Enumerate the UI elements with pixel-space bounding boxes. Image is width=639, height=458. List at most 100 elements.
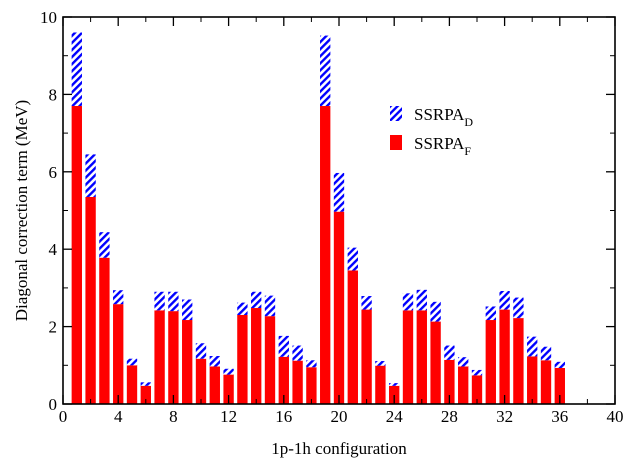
bar-d-2 bbox=[85, 154, 96, 197]
bar-d-9 bbox=[182, 299, 193, 321]
bar-d-8 bbox=[168, 291, 179, 312]
bar-f-11 bbox=[209, 366, 220, 404]
bar-f-1 bbox=[71, 106, 82, 404]
bar-f-29 bbox=[458, 366, 469, 404]
bar-d-32 bbox=[499, 291, 510, 310]
bar-d-24 bbox=[389, 383, 400, 386]
bar-f-21 bbox=[347, 270, 358, 404]
bar-d-18 bbox=[306, 360, 317, 368]
y-tick-label: 10 bbox=[40, 8, 57, 27]
legend-swatch-ssrpa-d bbox=[390, 106, 402, 121]
bar-f-17 bbox=[292, 360, 303, 404]
bar-d-31 bbox=[485, 306, 496, 321]
bar-f-20 bbox=[333, 211, 345, 404]
x-tick-label: 36 bbox=[551, 407, 568, 426]
x-tick-label: 20 bbox=[331, 407, 348, 426]
x-tick-label: 32 bbox=[496, 407, 513, 426]
bar-d-6 bbox=[140, 382, 151, 386]
bar-d-33 bbox=[513, 297, 524, 319]
bar-f-6 bbox=[140, 385, 151, 404]
bar-d-20 bbox=[333, 172, 345, 212]
legend-label-ssrpa-d-sub: D bbox=[464, 115, 473, 129]
bar-d-17 bbox=[292, 345, 303, 361]
bar-f-8 bbox=[168, 311, 179, 404]
x-tick-label: 28 bbox=[441, 407, 458, 426]
bar-d-1 bbox=[71, 32, 82, 107]
bar-d-7 bbox=[154, 291, 165, 311]
bar-f-35 bbox=[540, 360, 552, 404]
bar-f-15 bbox=[264, 316, 276, 404]
bar-f-36 bbox=[554, 368, 565, 404]
bar-f-23 bbox=[375, 365, 386, 404]
bar-d-25 bbox=[402, 293, 414, 311]
legend: SSRPAD SSRPAF bbox=[390, 105, 473, 158]
x-tick-label: 4 bbox=[114, 407, 123, 426]
bar-d-22 bbox=[361, 296, 372, 310]
bar-d-26 bbox=[416, 289, 427, 311]
bars-layer bbox=[71, 32, 565, 404]
bar-d-14 bbox=[251, 291, 262, 309]
legend-label-ssrpa-d: SSRPAD bbox=[414, 105, 473, 129]
x-tick-label: 16 bbox=[275, 407, 292, 426]
bar-d-21 bbox=[347, 247, 358, 271]
bar-d-16 bbox=[278, 335, 289, 357]
legend-swatch-ssrpa-f bbox=[390, 135, 402, 150]
bar-d-28 bbox=[444, 345, 455, 360]
legend-label-ssrpa-f: SSRPAF bbox=[414, 134, 471, 158]
bar-f-27 bbox=[430, 321, 441, 404]
bar-d-27 bbox=[430, 301, 441, 322]
bar-d-11 bbox=[209, 356, 220, 367]
bar-f-26 bbox=[416, 310, 427, 404]
bar-d-34 bbox=[527, 336, 538, 357]
bar-f-9 bbox=[182, 320, 193, 404]
bar-f-19 bbox=[320, 106, 331, 404]
bar-f-12 bbox=[223, 374, 234, 404]
bar-d-36 bbox=[554, 361, 565, 369]
bar-d-35 bbox=[540, 346, 552, 361]
bar-f-7 bbox=[154, 310, 165, 404]
bar-f-3 bbox=[99, 257, 110, 404]
bar-f-33 bbox=[513, 318, 524, 404]
bar-f-4 bbox=[113, 304, 124, 404]
bar-d-19 bbox=[320, 35, 331, 107]
legend-label-ssrpa-f-base: SSRPA bbox=[414, 134, 465, 153]
legend-label-ssrpa-d-base: SSRPA bbox=[414, 105, 465, 124]
bar-f-24 bbox=[389, 385, 400, 404]
x-tick-label: 8 bbox=[169, 407, 178, 426]
bar-d-29 bbox=[458, 357, 469, 367]
x-tick-label: 12 bbox=[220, 407, 237, 426]
bar-f-22 bbox=[361, 309, 372, 404]
bar-f-32 bbox=[499, 309, 510, 404]
bar-f-16 bbox=[278, 356, 289, 404]
bar-f-18 bbox=[306, 367, 317, 404]
y-tick-label: 0 bbox=[49, 395, 58, 414]
bar-d-3 bbox=[99, 232, 110, 258]
bar-f-31 bbox=[485, 320, 496, 404]
bar-d-5 bbox=[126, 358, 138, 366]
bar-d-4 bbox=[113, 290, 124, 305]
bar-f-13 bbox=[237, 314, 248, 404]
bar-f-25 bbox=[402, 310, 414, 404]
y-tick-label: 4 bbox=[49, 240, 58, 259]
bar-d-13 bbox=[237, 302, 248, 315]
y-tick-label: 8 bbox=[49, 85, 58, 104]
bar-d-23 bbox=[375, 361, 386, 366]
x-axis-label: 1p-1h configuration bbox=[271, 439, 407, 458]
bar-f-30 bbox=[471, 375, 483, 404]
bar-f-34 bbox=[527, 356, 538, 404]
bar-f-28 bbox=[444, 359, 455, 404]
legend-label-ssrpa-f-sub: F bbox=[464, 144, 471, 158]
bar-f-14 bbox=[251, 308, 262, 404]
plot-frame bbox=[62, 16, 616, 405]
y-axis-label: Diagonal correction term (MeV) bbox=[12, 100, 31, 321]
x-tick-label: 40 bbox=[607, 407, 624, 426]
y-tick-label: 6 bbox=[49, 163, 58, 182]
bar-d-10 bbox=[195, 343, 207, 359]
x-tick-label: 24 bbox=[386, 407, 404, 426]
bar-f-10 bbox=[195, 358, 207, 404]
bar-f-5 bbox=[126, 365, 138, 404]
bar-f-2 bbox=[85, 196, 96, 404]
y-tick-label: 2 bbox=[49, 318, 58, 337]
bar-d-30 bbox=[471, 369, 483, 376]
